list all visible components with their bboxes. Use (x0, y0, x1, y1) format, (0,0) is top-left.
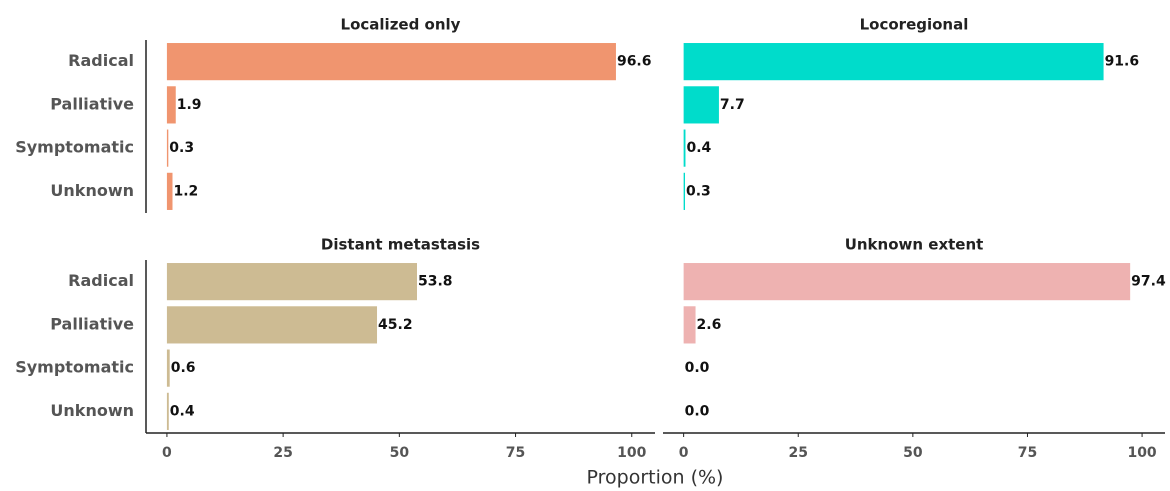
bar (683, 43, 1104, 81)
value-label: 0.3 (169, 140, 194, 156)
category-label: Radical (68, 51, 134, 70)
value-label: 97.4 (1131, 274, 1166, 290)
x-tick-label: 25 (788, 445, 807, 461)
panel-title: Localized only (341, 16, 461, 34)
value-label: 0.4 (170, 403, 195, 419)
x-tick-label: 75 (1018, 445, 1037, 461)
x-tick-label: 25 (273, 445, 292, 461)
bar (683, 172, 686, 210)
bar (683, 129, 686, 167)
value-label: 91.6 (1105, 54, 1140, 70)
x-tick-label: 0 (679, 445, 689, 461)
value-label: 0.3 (686, 183, 711, 199)
value-label: 7.7 (720, 97, 745, 113)
panel-title: Unknown extent (845, 236, 984, 254)
category-label: Symptomatic (15, 358, 134, 377)
value-label: 1.9 (177, 97, 202, 113)
x-tick-label: 75 (506, 445, 525, 461)
bar (166, 172, 173, 210)
value-label: 2.6 (697, 317, 722, 333)
bar (166, 86, 176, 124)
category-label: Radical (68, 271, 134, 290)
value-label: 45.2 (378, 317, 413, 333)
bar (166, 349, 170, 387)
x-tick-label: 100 (1127, 445, 1156, 461)
x-axis-label: Proportion (%) (587, 467, 724, 489)
value-label: 0.0 (685, 403, 710, 419)
bar (683, 86, 719, 124)
category-label: Unknown (50, 181, 134, 200)
bar (166, 129, 169, 167)
x-tick-label: 0 (162, 445, 172, 461)
bar (683, 263, 1131, 301)
x-tick-label: 100 (617, 445, 646, 461)
category-label: Palliative (50, 314, 134, 333)
bar (683, 306, 696, 344)
bar (166, 43, 616, 81)
value-label: 0.6 (171, 360, 196, 376)
value-label: 0.4 (686, 140, 711, 156)
category-label: Symptomatic (15, 138, 134, 157)
value-label: 96.6 (617, 54, 652, 70)
bar (166, 263, 418, 301)
x-tick-label: 50 (390, 445, 410, 461)
panel-title: Locoregional (860, 16, 969, 34)
category-label: Unknown (50, 401, 134, 420)
bar (166, 392, 169, 430)
panel-title: Distant metastasis (321, 236, 480, 254)
value-label: 1.2 (173, 183, 198, 199)
value-label: 0.0 (685, 360, 710, 376)
category-label: Palliative (50, 94, 134, 113)
x-tick-label: 50 (903, 445, 923, 461)
bar (166, 306, 378, 344)
value-label: 53.8 (418, 274, 453, 290)
